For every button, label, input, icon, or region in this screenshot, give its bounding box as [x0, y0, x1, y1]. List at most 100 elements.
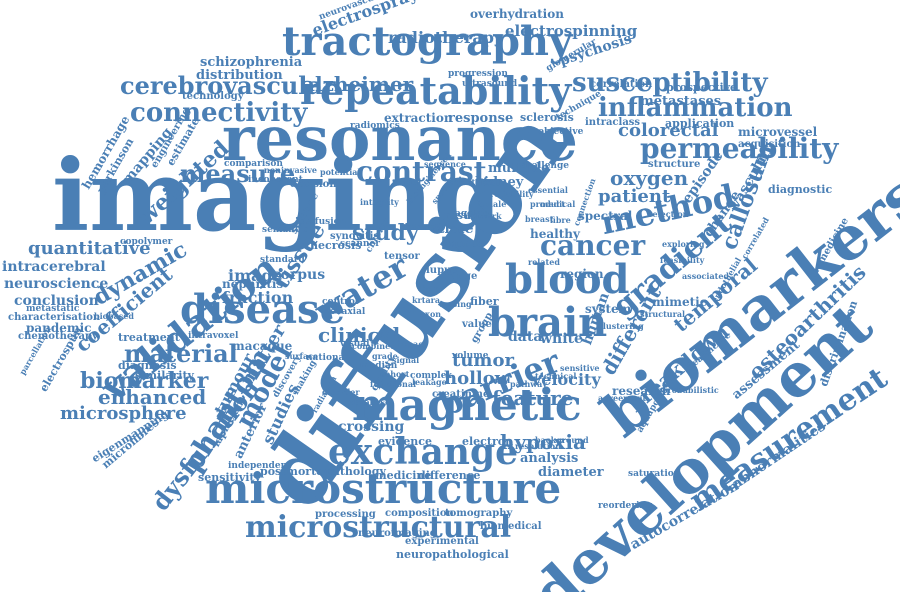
word-pandemic: pandemic [26, 321, 92, 335]
word-metastatic: metastatic [26, 304, 80, 314]
word-colorectal: colorectal [618, 120, 719, 141]
word-control: control [322, 297, 359, 307]
word-rmsing: rmsing [440, 299, 472, 309]
word-comparison: comparison [224, 159, 283, 169]
word-kidney: kidney [475, 175, 524, 190]
word-biomarker: biomarker [80, 368, 209, 394]
word-brain: brain [488, 299, 608, 346]
word-biomedical: biomedical [480, 521, 542, 532]
word-resolution: resolution [515, 441, 561, 451]
word-imaging: imaging [52, 139, 502, 254]
word-noninvasive: noninvasive [264, 165, 317, 175]
word-radiomics: radiomics [350, 121, 400, 131]
word-blood: blood [505, 256, 630, 303]
word-white: white [540, 331, 583, 347]
word-sequence: sequence [424, 159, 466, 169]
word-result: result [444, 209, 481, 222]
word-system: system [585, 302, 632, 316]
word-material: material [124, 339, 238, 368]
word-processing: processing [315, 509, 376, 520]
word-value: value [462, 319, 492, 330]
word-distribution: distribution [196, 68, 283, 83]
word-rehaul: rehaul [392, 177, 422, 187]
word-wall: wall [492, 375, 511, 385]
word-treatment: treatment [118, 331, 180, 344]
word-fiber: fiber [470, 295, 499, 308]
word-combined: combined [352, 341, 396, 351]
word-magnetic: magnetic [352, 380, 582, 431]
word-background: background [535, 435, 589, 445]
word-microstructure: microstructure [205, 464, 562, 513]
word-crossing: crossing [338, 419, 405, 435]
word-electron: electron [462, 435, 514, 448]
word-lupus: lupus [426, 265, 457, 276]
word-copolymer: copolymer [120, 237, 173, 247]
word-scanner: scanner [340, 239, 380, 249]
word-response: response [448, 111, 514, 126]
word-semantic: semantic [262, 225, 308, 235]
word-sclerosis: sclerosis [520, 111, 574, 124]
word-tumor: tumor [452, 350, 514, 371]
word-multiple: multiple [488, 161, 550, 176]
word-potential: potential [320, 167, 361, 177]
word-prospective: prospective [666, 81, 738, 94]
word-study: study [352, 220, 419, 246]
word-diagnostic: diagnostic [768, 183, 833, 196]
word-data: data [508, 329, 543, 345]
word-microstructural: microstructural [245, 510, 512, 545]
word-velocity: velocity [532, 370, 601, 389]
word-cohort: cohort [380, 369, 410, 379]
word-extraction: extraction [384, 111, 453, 125]
word-decision: decision [290, 179, 337, 190]
word-spectral: spectral [578, 209, 633, 223]
word-essential: essential [528, 185, 568, 195]
word-measure: measure [180, 159, 296, 188]
word-sensitive: sensitive [560, 363, 600, 373]
word-structural: structural [640, 309, 686, 319]
word-patient: patient [598, 186, 671, 207]
word-connectivity: connectivity [130, 98, 308, 128]
word-oxygen: oxygen [610, 166, 689, 190]
word-technical: technical [535, 371, 577, 381]
word-clinical: clinical [318, 323, 401, 347]
word-neuroimaging: neuroimaging [358, 528, 437, 539]
word-acquisition: acquisition [738, 139, 801, 150]
word-technology: technology [182, 91, 244, 102]
word-overhydration: overhydration [470, 7, 564, 21]
word-volume: volume [452, 351, 489, 361]
word-challenge: challenge [520, 161, 569, 171]
word-corpus: corpus [272, 267, 326, 283]
word-agreement: agreement [598, 393, 647, 403]
word-application: application [665, 117, 735, 130]
word-microvessel: microvessel [738, 125, 818, 139]
word-national: national [306, 353, 348, 363]
word-microsphere: microsphere [60, 403, 187, 424]
word-database: database [350, 397, 391, 407]
word-axon: axon [420, 309, 442, 319]
word-pathology: pathology [325, 465, 386, 478]
word-selection: selection [648, 209, 689, 219]
word-network: network [465, 211, 502, 221]
word-time: time [438, 221, 474, 237]
word-ultrasound: ultrasound [462, 79, 518, 89]
word-clustering: clustering [598, 321, 644, 331]
word-grade: grade [372, 351, 398, 361]
word-fraction: fraction [222, 288, 294, 307]
word-intraclass: intraclass [585, 117, 641, 128]
word-susceptibility: susceptibility [572, 68, 768, 98]
word-creatinine: creatinine [432, 389, 490, 400]
word-independent: independent [228, 461, 292, 471]
word-feasibility: feasibility [660, 255, 705, 265]
word-impact: impact [396, 339, 427, 349]
word-standard: standard [260, 255, 305, 265]
word-liver: liver [418, 283, 439, 293]
word-progression: progression [448, 69, 508, 79]
word-hypoxia: hypoxia [500, 430, 586, 454]
word-female: female [476, 199, 507, 209]
word-functional: functional [370, 379, 417, 389]
word-analysis: analysis [520, 451, 579, 466]
word-contrast: contrast [356, 155, 487, 188]
word-sion: sion [398, 305, 417, 315]
word-reliability: reliability [490, 189, 534, 199]
word-integrity: integrity [360, 197, 399, 207]
